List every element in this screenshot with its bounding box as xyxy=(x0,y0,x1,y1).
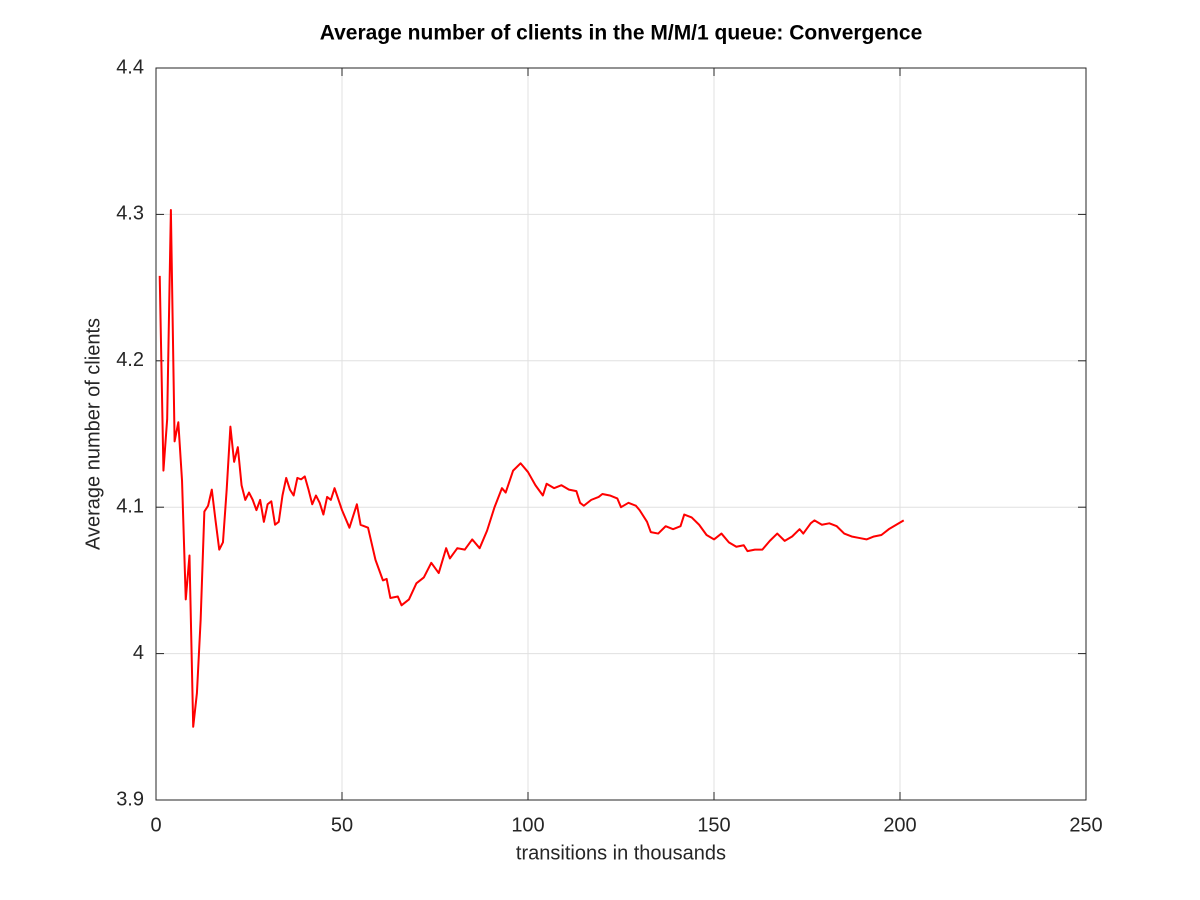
plot-frame xyxy=(155,67,1087,801)
x-tick-label: 0 xyxy=(150,814,161,836)
x-axis-label: transitions in thousands xyxy=(516,842,726,864)
y-tick-label: 3.9 xyxy=(116,788,144,810)
x-tick-label: 50 xyxy=(331,814,353,836)
y-tick-label: 4 xyxy=(133,642,144,664)
x-tick-label: 250 xyxy=(1069,814,1102,836)
y-tick-label: 4.2 xyxy=(116,349,144,371)
chart-title: Average number of clients in the M/M/1 q… xyxy=(320,22,923,45)
y-tick-label: 4.3 xyxy=(116,203,144,225)
y-tick-label: 4.4 xyxy=(116,56,144,78)
y-axis-label: Average number of clients xyxy=(82,318,104,550)
x-tick-label: 200 xyxy=(883,814,916,836)
data-line xyxy=(158,209,905,728)
x-tick-label: 100 xyxy=(511,814,544,836)
y-tick-label: 4.1 xyxy=(116,495,144,517)
x-tick-label: 150 xyxy=(697,814,730,836)
